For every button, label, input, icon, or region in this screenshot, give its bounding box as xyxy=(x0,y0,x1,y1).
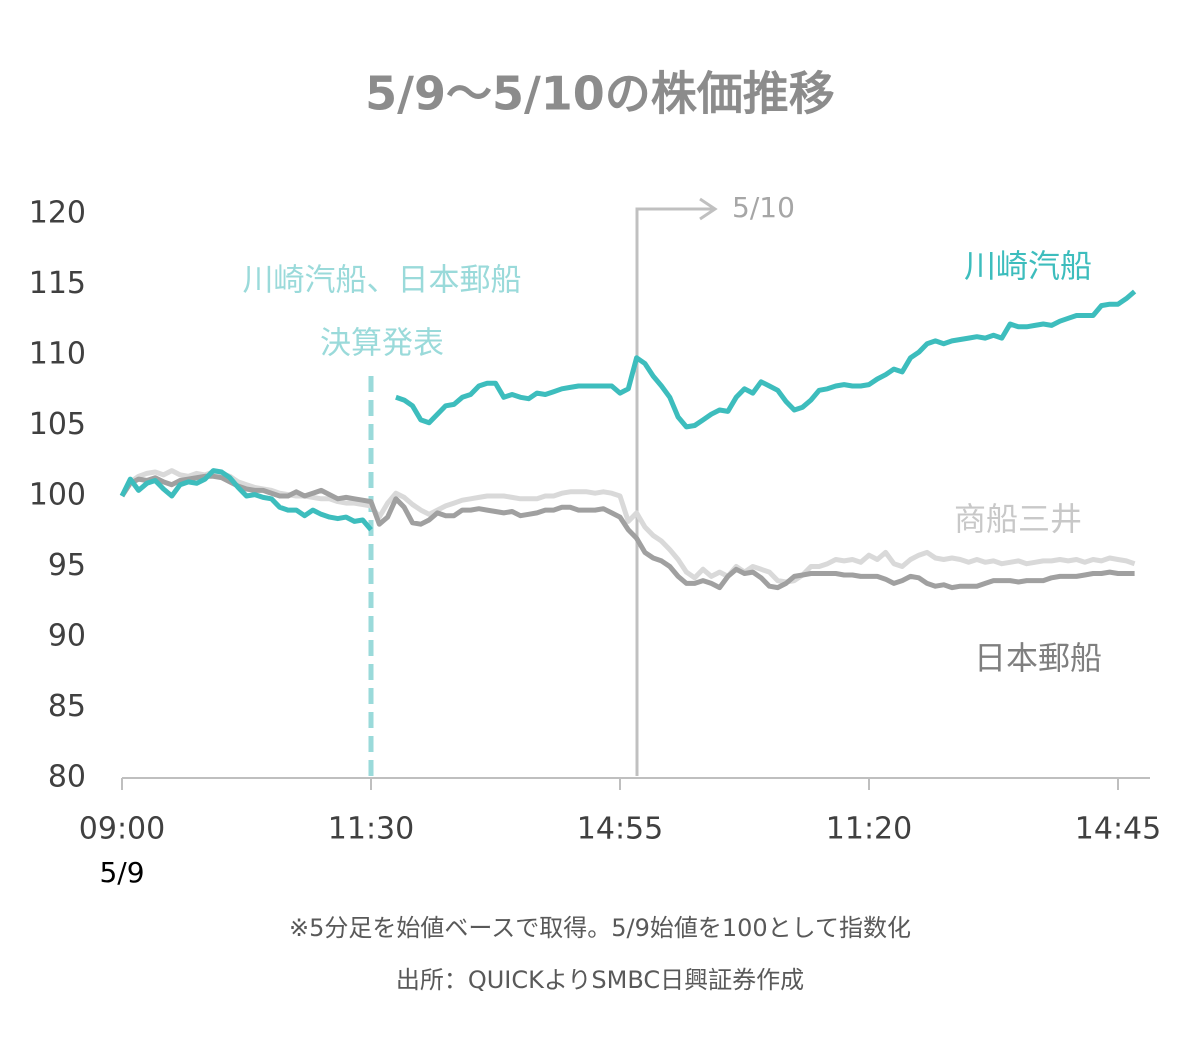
series-label: 日本郵船 xyxy=(974,639,1102,677)
date-label: 5/9 xyxy=(99,856,144,889)
x-tick-label: 14:55 xyxy=(577,812,663,847)
series-line xyxy=(119,289,1137,532)
y-tick-label: 80 xyxy=(48,760,86,795)
y-tick-label: 95 xyxy=(48,548,86,583)
y-tick-label: 105 xyxy=(29,407,86,442)
annotation: 決算発表 xyxy=(320,326,444,362)
x-tick-label: 11:30 xyxy=(328,812,414,847)
chart-title: 5/9～5/10の株価推移 xyxy=(365,67,835,121)
y-tick-label: 90 xyxy=(48,619,86,654)
x-tick-label: 09:00 xyxy=(79,812,165,847)
y-tick-label: 100 xyxy=(29,478,86,513)
next-day-label: 5/10 xyxy=(732,191,795,224)
series-label: 川崎汽船 xyxy=(964,247,1092,285)
x-tick-label: 14:45 xyxy=(1075,812,1161,847)
annotation: 川崎汽船、日本郵船 xyxy=(243,263,522,299)
x-tick-label: 11:20 xyxy=(826,812,912,847)
source: 出所：QUICKよりSMBC日興証券作成 xyxy=(396,966,804,994)
day-marker xyxy=(635,207,713,776)
y-tick-label: 115 xyxy=(29,266,86,301)
series-label: 商船三井 xyxy=(954,500,1082,538)
y-tick-label: 85 xyxy=(48,689,86,724)
series-line xyxy=(119,473,1135,591)
y-tick-label: 110 xyxy=(29,337,86,372)
footnote: ※5分足を始値ベースで取得。5/9始値を100として指数化 xyxy=(289,914,911,942)
y-tick-label: 120 xyxy=(29,196,86,231)
day-marker-arrow xyxy=(699,197,718,221)
